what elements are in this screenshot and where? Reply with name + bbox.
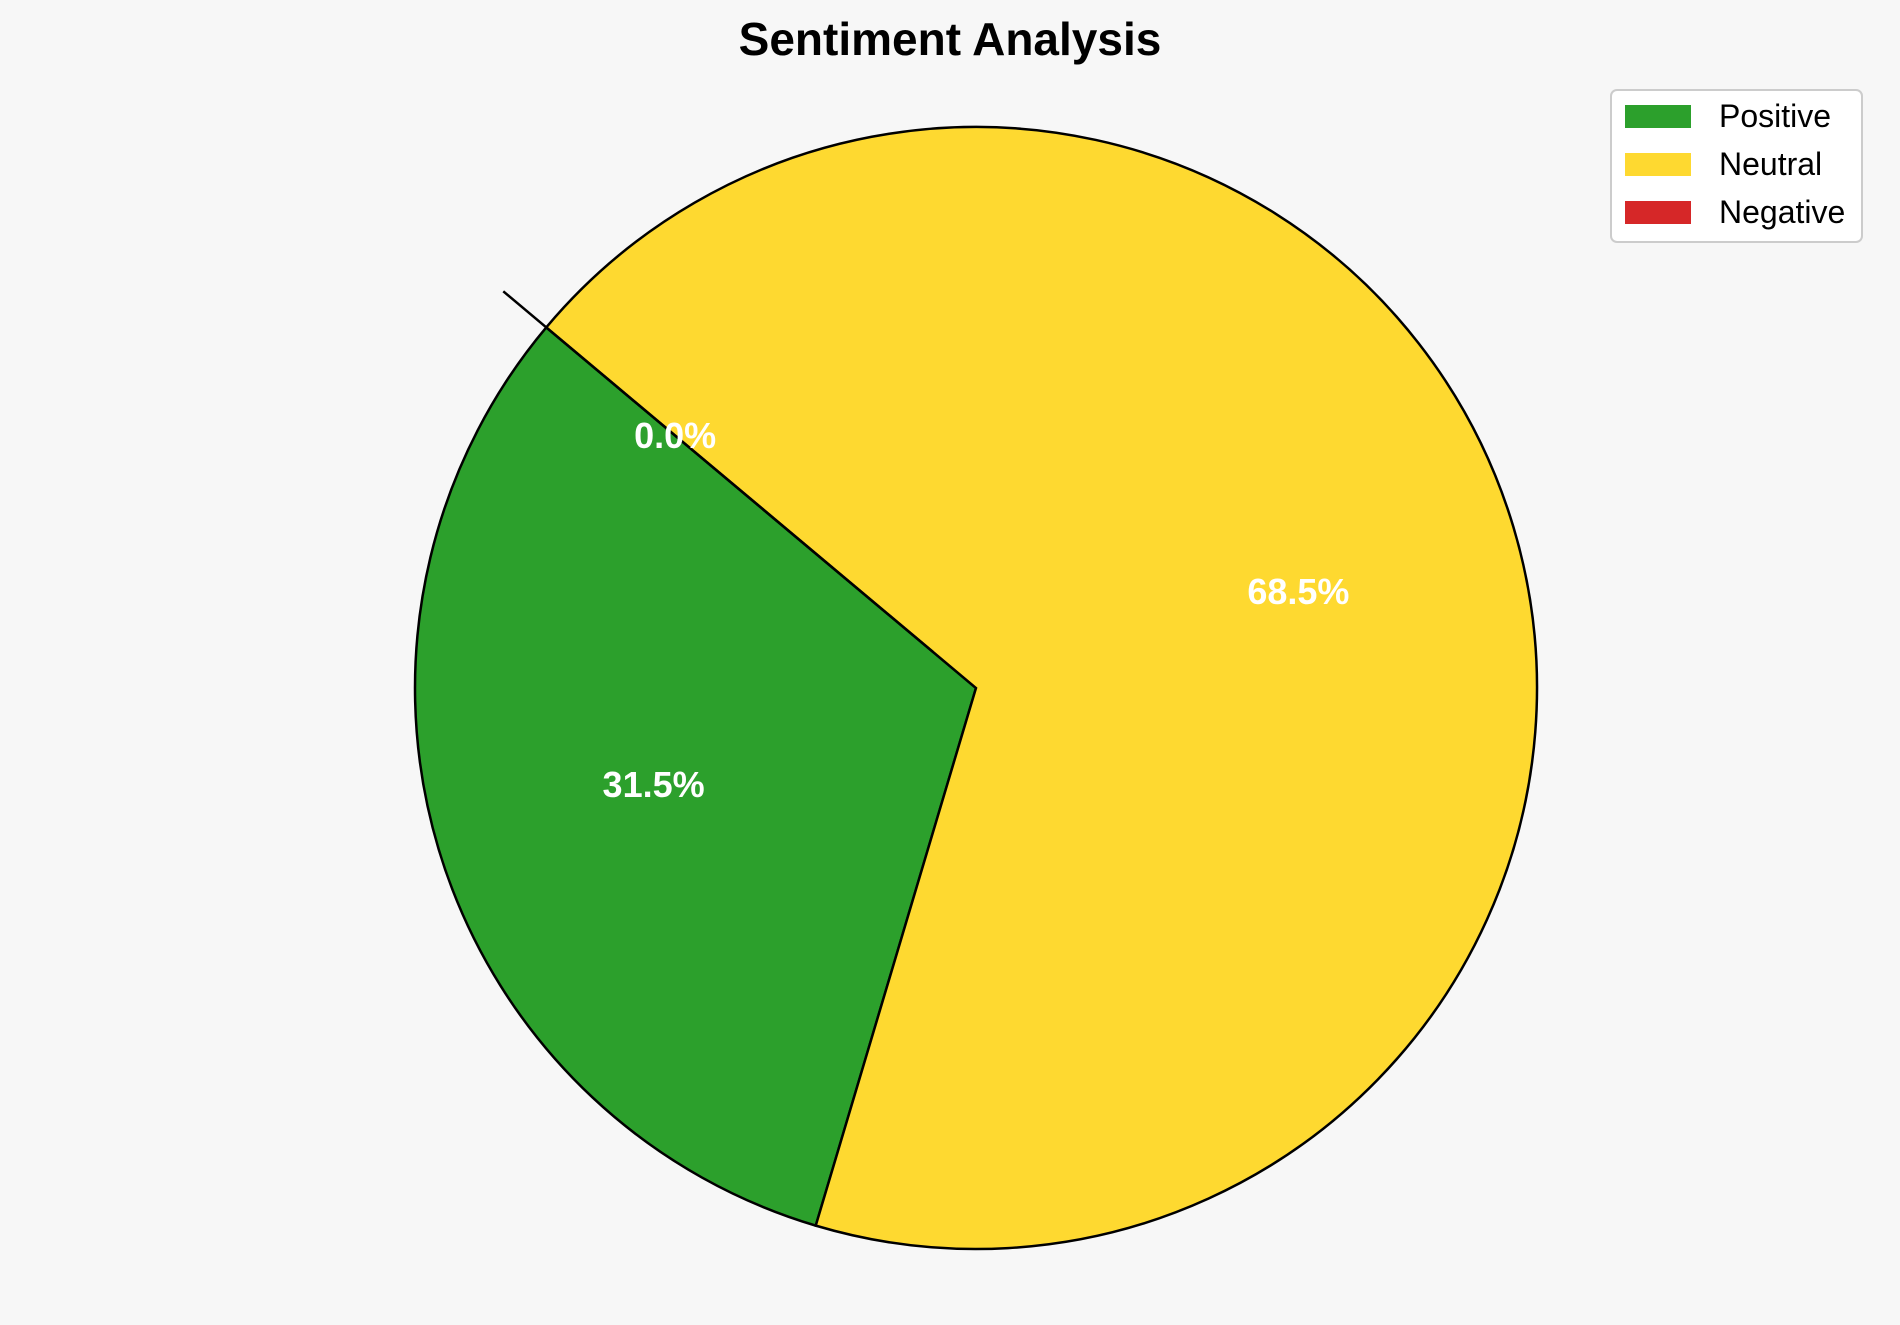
legend-label-positive: Positive (1719, 98, 1831, 134)
legend-label-neutral: Neutral (1719, 146, 1822, 182)
slice-label-negative: 0.0% (634, 415, 716, 456)
legend: Positive Neutral Negative (1610, 89, 1863, 243)
pie-slice-neutral (544, 125, 1539, 1251)
legend-swatch-positive (1625, 105, 1691, 128)
slice-label-neutral: 68.5% (1247, 571, 1349, 612)
legend-swatch-negative (1625, 201, 1691, 224)
pie-slices (413, 125, 1539, 1251)
slice-label-positive: 31.5% (603, 764, 705, 805)
pie-slice-negative (502, 290, 934, 653)
pie-labels: 31.5% 68.5% 0.0% (603, 415, 1350, 805)
legend-swatch-neutral (1625, 153, 1691, 176)
legend-label-negative: Negative (1719, 194, 1845, 230)
pie-slice-positive (413, 325, 978, 1228)
chart-title: Sentiment Analysis (739, 13, 1162, 65)
